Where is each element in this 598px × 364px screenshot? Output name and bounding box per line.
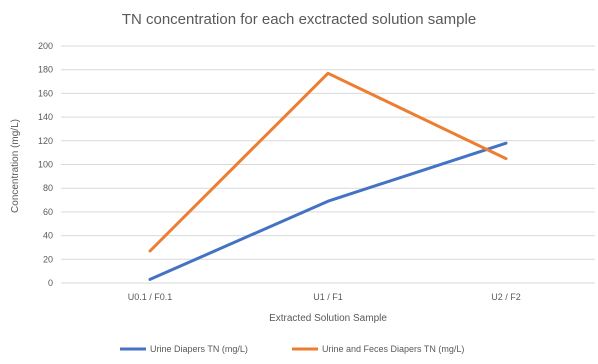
- x-tick-label: U1 / F1: [313, 292, 343, 302]
- x-tick-label: U0.1 / F0.1: [128, 292, 173, 302]
- x-axis-title: Extracted Solution Sample: [269, 313, 387, 324]
- y-tick-label: 200: [38, 41, 53, 51]
- chart-title: TN concentration for each exctracted sol…: [122, 11, 476, 28]
- legend-label-2: Urine and Feces Diapers TN (mg/L): [322, 344, 464, 354]
- y-tick-label: 120: [38, 136, 53, 146]
- y-tick-label: 140: [38, 112, 53, 122]
- y-tick-label: 0: [48, 278, 53, 288]
- x-tick-label: U2 / F2: [491, 292, 521, 302]
- series-lines: [148, 71, 508, 281]
- legend: Urine Diapers TN (mg/L) Urine and Feces D…: [120, 344, 464, 354]
- y-tick-label: 160: [38, 88, 53, 98]
- y-tick-label: 40: [43, 231, 53, 241]
- legend-label-1: Urine Diapers TN (mg/L): [150, 344, 248, 354]
- x-axis-ticks: U0.1 / F0.1 U1 / F1 U2 / F2: [128, 292, 521, 302]
- gridlines: [61, 45, 595, 284]
- y-tick-label: 180: [38, 65, 53, 75]
- y-tick-label: 100: [38, 160, 53, 170]
- y-tick-label: 80: [43, 183, 53, 193]
- y-tick-label: 60: [43, 207, 53, 217]
- y-axis-title: Concentration (mg/L): [10, 119, 21, 213]
- y-tick-label: 20: [43, 254, 53, 264]
- y-axis-ticks: 0 20 40 60 80 100 120 140 160 180 200: [38, 41, 53, 288]
